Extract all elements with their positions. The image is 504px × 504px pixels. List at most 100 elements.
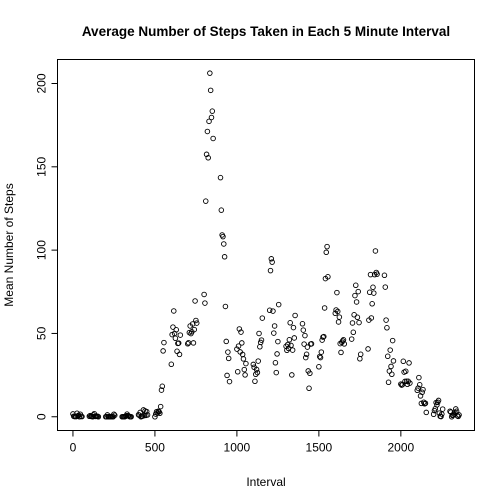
point: [289, 372, 295, 378]
point: [316, 364, 322, 370]
point: [240, 356, 247, 362]
point: [325, 274, 331, 280]
point: [210, 135, 216, 142]
point: [321, 333, 327, 340]
point: [205, 155, 211, 161]
point: [267, 267, 274, 274]
point: [292, 312, 298, 319]
point: [157, 410, 163, 417]
point: [339, 338, 346, 344]
point: [317, 354, 324, 361]
point: [173, 327, 179, 333]
y-tick-label: 50: [35, 326, 49, 340]
point: [307, 370, 313, 377]
point: [258, 337, 265, 343]
point: [222, 303, 229, 310]
point: [192, 298, 198, 304]
point: [290, 324, 297, 331]
point: [159, 383, 166, 390]
point: [202, 300, 208, 306]
point: [110, 414, 116, 420]
point: [382, 284, 389, 290]
point: [250, 361, 257, 368]
point: [349, 320, 356, 326]
point: [336, 314, 343, 320]
point: [371, 290, 377, 296]
point: [243, 360, 249, 367]
point: [365, 346, 371, 352]
point: [157, 403, 164, 410]
point: [321, 305, 328, 311]
point: [368, 315, 375, 321]
point: [453, 406, 459, 412]
point: [341, 341, 348, 347]
point: [354, 314, 361, 321]
y-axis-label: Mean Number of Steps: [2, 183, 16, 306]
point: [272, 360, 279, 366]
point: [324, 243, 330, 250]
point: [275, 301, 282, 308]
point: [191, 326, 198, 333]
point: [390, 358, 397, 364]
point: [270, 308, 276, 314]
y-tick-label: 100: [35, 240, 49, 260]
y-tick-label: 200: [35, 73, 49, 93]
point: [161, 339, 167, 346]
point: [193, 317, 199, 324]
point: [242, 372, 248, 378]
point: [407, 380, 413, 386]
point: [439, 406, 446, 412]
x-tick-label: 1000: [224, 441, 251, 455]
point: [416, 374, 422, 381]
point: [367, 271, 374, 278]
point: [184, 341, 191, 347]
point: [223, 338, 229, 345]
point: [225, 349, 231, 355]
point: [381, 272, 388, 279]
point: [144, 412, 151, 418]
point: [308, 341, 315, 347]
point: [372, 248, 379, 254]
point: [175, 340, 182, 346]
point: [220, 233, 226, 240]
point: [268, 256, 275, 262]
point: [301, 341, 307, 347]
point: [271, 330, 277, 336]
point: [160, 348, 166, 354]
point: [384, 325, 390, 331]
point: [224, 372, 230, 379]
point: [435, 397, 442, 404]
point: [252, 378, 258, 385]
point: [389, 337, 396, 344]
point: [158, 387, 165, 393]
point: [352, 292, 358, 299]
point: [254, 369, 261, 376]
point: [318, 349, 325, 355]
point: [419, 389, 425, 396]
point: [438, 413, 444, 420]
point: [369, 301, 375, 307]
point: [287, 320, 293, 326]
point: [355, 288, 361, 295]
chart-title: Average Number of Steps Taken in Each 5 …: [82, 24, 450, 39]
point: [273, 369, 279, 376]
point: [208, 114, 215, 121]
point: [420, 386, 426, 393]
point: [253, 366, 260, 373]
point: [193, 320, 200, 326]
point: [238, 329, 244, 335]
y-tick-label: 150: [35, 156, 49, 176]
point: [334, 308, 341, 315]
point: [271, 323, 278, 329]
point: [172, 335, 179, 342]
x-tick-label: 0: [70, 441, 77, 455]
point: [383, 317, 389, 323]
point: [202, 198, 209, 204]
point: [291, 335, 298, 341]
point: [206, 118, 212, 125]
point: [259, 315, 266, 321]
point: [289, 347, 296, 353]
point: [387, 347, 393, 353]
